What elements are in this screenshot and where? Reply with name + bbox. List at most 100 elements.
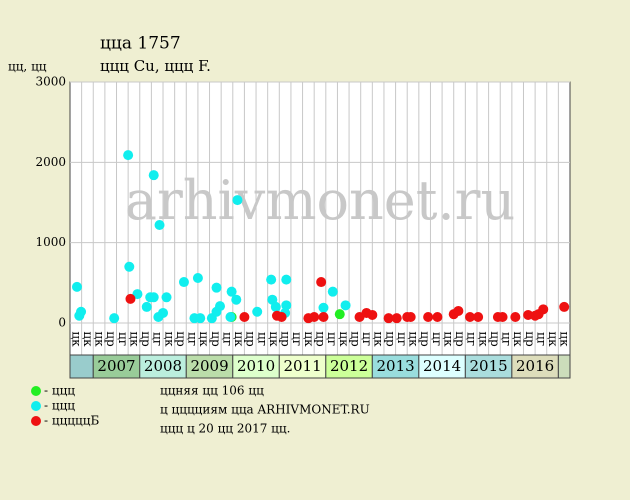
quarter-label: цр (418, 331, 432, 347)
chart-title: ццa 1757 (100, 34, 181, 54)
data-point (405, 311, 416, 322)
data-point (281, 300, 292, 311)
data-point (423, 311, 434, 322)
quarter-label: цр (348, 331, 362, 347)
legend-marker (31, 416, 41, 426)
quarter-label: цр (174, 331, 188, 347)
quarter-label: цг (220, 332, 234, 346)
quarter-label: цг (430, 332, 444, 346)
quarter-label: цк (197, 331, 211, 347)
data-point (510, 311, 521, 322)
data-point (148, 292, 159, 303)
quarter-label: цр (139, 331, 153, 347)
quarter-label: цр (383, 331, 397, 347)
data-point (141, 301, 152, 312)
year-label: 2008 (144, 357, 182, 375)
quarter-label: цк (546, 331, 560, 347)
year-label: 2007 (97, 357, 135, 375)
data-point (367, 309, 378, 320)
quarter-label: цк (81, 331, 95, 347)
legend-marker (31, 401, 41, 411)
quarter-label: цг (500, 332, 514, 346)
quarter-label: цк (337, 331, 351, 347)
quarter-label: цг (255, 332, 269, 346)
data-point (148, 170, 159, 181)
data-point (154, 219, 165, 230)
data-point (231, 294, 242, 305)
quarter-label: цк (476, 331, 490, 347)
year-label: 2016 (516, 357, 554, 375)
watermark: arhivmonet.ru (125, 169, 515, 232)
data-point (109, 313, 120, 324)
year-label: 2010 (237, 357, 275, 375)
data-point (465, 311, 475, 322)
data-point (266, 274, 277, 285)
quarter-label: цг (465, 332, 479, 346)
data-point (318, 311, 329, 322)
data-point (391, 313, 402, 324)
plot-frame (69, 81, 571, 379)
data-point (281, 274, 292, 285)
note: ццц ц 20 цц 2017 цц. (160, 422, 290, 436)
quarter-label: цк (558, 331, 572, 347)
data-point (125, 293, 136, 304)
data-point (340, 300, 351, 311)
note: ццняя цц 106 цц (160, 384, 264, 398)
data-point (232, 195, 243, 206)
y-tick-label: 1000 (35, 235, 66, 249)
data-point (178, 277, 189, 288)
quarter-label: цр (279, 331, 293, 347)
data-point (124, 261, 135, 272)
quarter-label: цг (395, 332, 409, 346)
y-tick-label: 0 (58, 316, 66, 330)
data-point (252, 306, 263, 317)
year-label: 2009 (190, 357, 228, 375)
data-point (123, 150, 134, 161)
quarter-label: цг (360, 332, 374, 346)
data-point (473, 311, 484, 322)
data-point (192, 273, 203, 284)
quarter-label: цг (290, 332, 304, 346)
data-point (226, 286, 237, 297)
data-point (195, 313, 206, 324)
quarter-label: цк (93, 331, 107, 347)
quarter-label: цк (407, 331, 421, 347)
data-point (161, 292, 172, 303)
data-point (270, 301, 281, 312)
legend-label: - цццццБ (44, 414, 99, 428)
quarter-label: цр (488, 331, 502, 347)
quarter-label: цк (267, 331, 281, 347)
data-point (334, 309, 345, 320)
year-label: 2011 (283, 357, 321, 375)
data-point (309, 311, 320, 322)
year-label: 2013 (376, 357, 414, 375)
data-point (276, 311, 287, 322)
quarter-label: цк (372, 331, 386, 347)
data-point (158, 307, 169, 318)
quarter-label: цк (127, 331, 141, 347)
y-tick-label: 3000 (35, 75, 66, 89)
data-point (453, 305, 464, 316)
data-point (215, 301, 225, 312)
quarter-label: цг (325, 332, 339, 346)
quarter-label: цр (209, 331, 223, 347)
data-point (383, 313, 394, 324)
data-point (76, 306, 87, 317)
data-point (432, 311, 443, 322)
quarter-label: цг (186, 332, 200, 346)
year-cell (557, 354, 571, 379)
quarter-label: цр (314, 331, 328, 347)
quarter-label: цр (523, 331, 537, 347)
year-label: 2015 (470, 357, 508, 375)
data-point (316, 277, 327, 288)
legend-marker (31, 386, 41, 396)
data-point (211, 282, 222, 293)
data-point (318, 302, 329, 313)
quarter-label: цг (534, 332, 548, 346)
quarter-label: цр (244, 331, 258, 347)
year-label: 2012 (330, 357, 368, 375)
data-point (559, 301, 570, 312)
data-point (239, 311, 250, 322)
year-cell (69, 354, 94, 379)
